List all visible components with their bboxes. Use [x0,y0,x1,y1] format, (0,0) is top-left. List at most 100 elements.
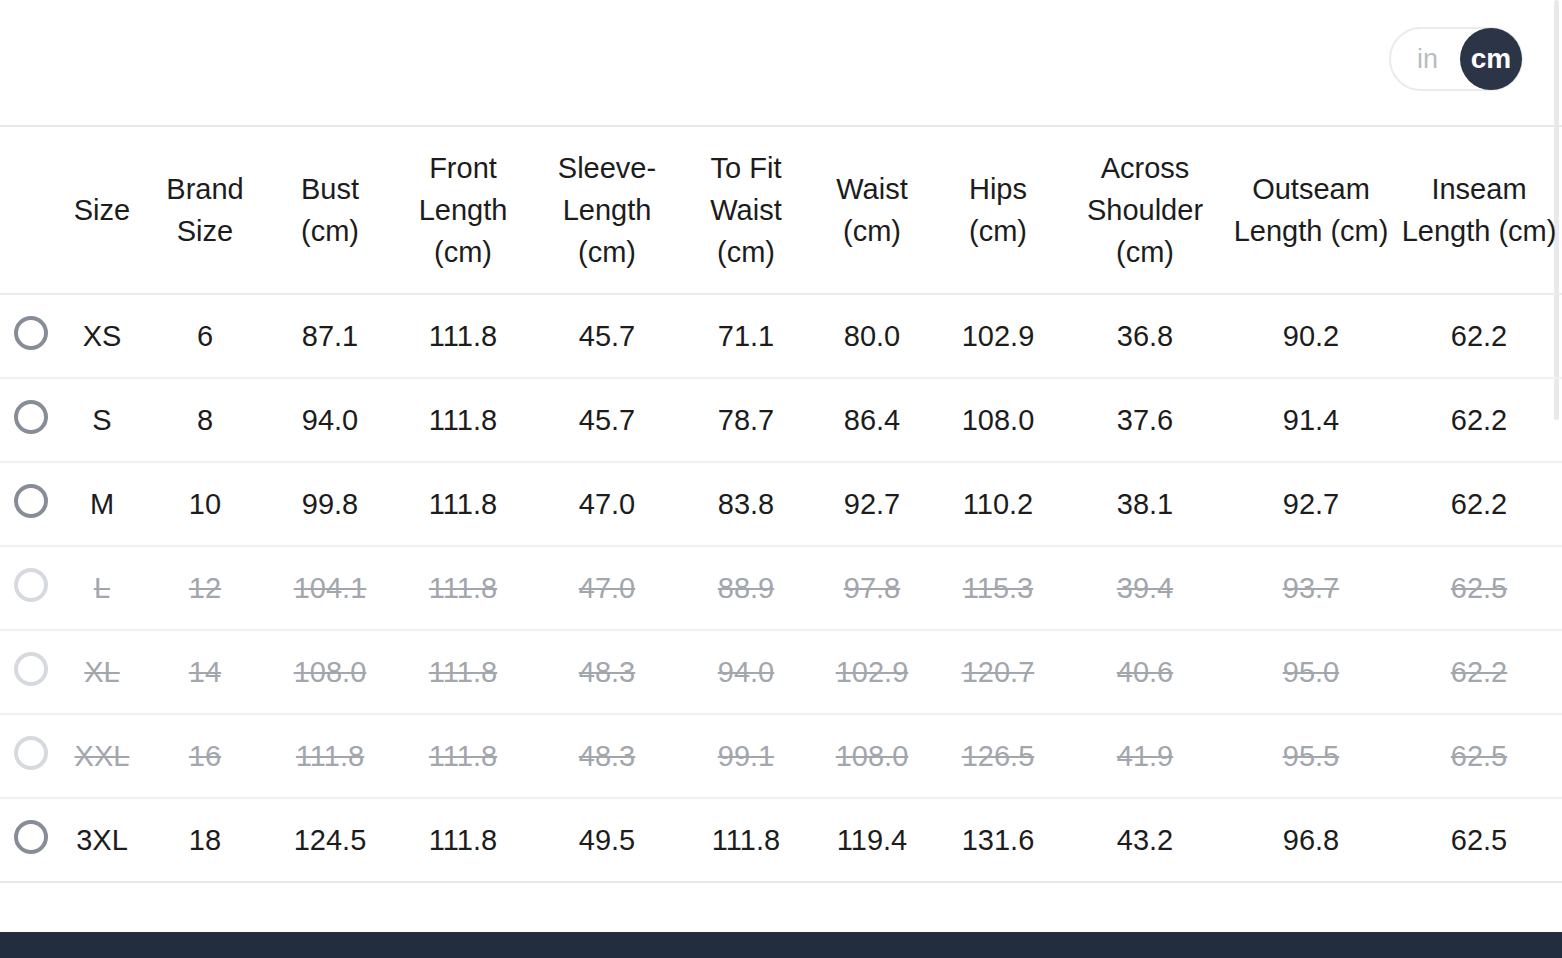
size-label: XXL [62,714,142,798]
table-row-m: M1099.8111.847.083.892.7110.238.192.762.… [0,462,1562,546]
measurement-cell: 92.7 [812,462,932,546]
measurement-cell: 80.0 [812,294,932,378]
size-label: S [62,378,142,462]
size-radio-s[interactable] [14,400,48,434]
measurement-cell: 71.1 [680,294,812,378]
column-header-1: Brand Size [142,126,268,294]
measurement-cell: 104.1 [268,546,392,630]
size-radio-xs[interactable] [14,316,48,350]
measurement-cell: 111.8 [392,798,534,882]
size-radio-3xl[interactable] [14,820,48,854]
size-chart-panel: { "unit_toggle": { "options": [ { "label… [0,0,1562,958]
measurement-cell: 92.7 [1226,462,1396,546]
measurement-cell: 47.0 [534,546,680,630]
measurement-cell: 90.2 [1226,294,1396,378]
size-label: XS [62,294,142,378]
measurement-cell: 45.7 [534,294,680,378]
radio-cell [0,294,62,378]
column-header-3: Front Length (cm) [392,126,534,294]
measurement-cell: 94.0 [268,378,392,462]
size-radio-xl [14,652,48,686]
column-header-9: Outseam Length (cm) [1226,126,1396,294]
measurement-cell: 47.0 [534,462,680,546]
table-row-xxl: XXL16111.8111.848.399.1108.0126.541.995.… [0,714,1562,798]
measurement-cell: 43.2 [1064,798,1226,882]
measurement-cell: 95.5 [1226,714,1396,798]
column-header-10: Inseam Length (cm) [1396,126,1562,294]
column-header-8: Across Shoulder (cm) [1064,126,1226,294]
radio-cell [0,462,62,546]
measurement-cell: 38.1 [1064,462,1226,546]
measurement-cell: 78.7 [680,378,812,462]
measurement-cell: 39.4 [1064,546,1226,630]
column-header-0: Size [62,126,142,294]
measurement-cell: 95.0 [1226,630,1396,714]
measurement-cell: 91.4 [1226,378,1396,462]
measurement-cell: 108.0 [268,630,392,714]
measurement-cell: 88.9 [680,546,812,630]
table-row-l: L12104.1111.847.088.997.8115.339.493.762… [0,546,1562,630]
header-row: SizeBrand SizeBust (cm)Front Length (cm)… [0,126,1562,294]
measurement-cell: 111.8 [680,798,812,882]
unit-cm-option[interactable]: cm [1460,28,1522,90]
column-header-6: Waist (cm) [812,126,932,294]
size-radio-xxl [14,736,48,770]
measurement-cell: 62.2 [1396,462,1562,546]
measurement-cell: 18 [142,798,268,882]
column-header-7: Hips (cm) [932,126,1064,294]
size-label: XL [62,630,142,714]
table-row-xl: XL14108.0111.848.394.0102.9120.740.695.0… [0,630,1562,714]
measurement-cell: 36.8 [1064,294,1226,378]
size-label: L [62,546,142,630]
measurement-cell: 111.8 [392,546,534,630]
table-row-3xl: 3XL18124.5111.849.5111.8119.4131.643.296… [0,798,1562,882]
measurement-cell: 108.0 [812,714,932,798]
unit-in-option[interactable]: in [1391,44,1460,75]
measurement-cell: 6 [142,294,268,378]
measurement-cell: 108.0 [932,378,1064,462]
measurement-cell: 126.5 [932,714,1064,798]
radio-cell [0,714,62,798]
measurement-cell: 111.8 [392,630,534,714]
measurement-cell: 62.2 [1396,630,1562,714]
measurement-cell: 99.1 [680,714,812,798]
measurement-cell: 40.6 [1064,630,1226,714]
radio-cell [0,630,62,714]
measurement-cell: 115.3 [932,546,1064,630]
size-label: M [62,462,142,546]
table-row-s: S894.0111.845.778.786.4108.037.691.462.2 [0,378,1562,462]
column-header-5: To Fit Waist (cm) [680,126,812,294]
measurement-cell: 14 [142,630,268,714]
radio-column-spacer [0,126,62,294]
table-row-xs: XS687.1111.845.771.180.0102.936.890.262.… [0,294,1562,378]
measurement-cell: 87.1 [268,294,392,378]
measurement-cell: 62.5 [1396,714,1562,798]
measurement-cell: 111.8 [392,378,534,462]
measurement-cell: 111.8 [392,714,534,798]
measurement-cell: 102.9 [812,630,932,714]
measurement-cell: 49.5 [534,798,680,882]
size-radio-m[interactable] [14,484,48,518]
measurement-cell: 37.6 [1064,378,1226,462]
measurement-cell: 86.4 [812,378,932,462]
measurement-cell: 102.9 [932,294,1064,378]
measurement-cell: 48.3 [534,714,680,798]
measurement-cell: 83.8 [680,462,812,546]
unit-toggle[interactable]: in cm [1389,27,1523,91]
measurement-cell: 8 [142,378,268,462]
size-label: 3XL [62,798,142,882]
measurement-cell: 45.7 [534,378,680,462]
measurement-cell: 16 [142,714,268,798]
measurement-cell: 12 [142,546,268,630]
measurement-cell: 120.7 [932,630,1064,714]
size-radio-l [14,568,48,602]
footer-action-bar[interactable] [0,932,1562,958]
table-body: XS687.1111.845.771.180.0102.936.890.262.… [0,294,1562,882]
measurement-cell: 93.7 [1226,546,1396,630]
measurement-cell: 97.8 [812,546,932,630]
radio-cell [0,378,62,462]
measurement-cell: 10 [142,462,268,546]
measurement-cell: 99.8 [268,462,392,546]
measurement-cell: 119.4 [812,798,932,882]
measurement-cell: 62.2 [1396,378,1562,462]
